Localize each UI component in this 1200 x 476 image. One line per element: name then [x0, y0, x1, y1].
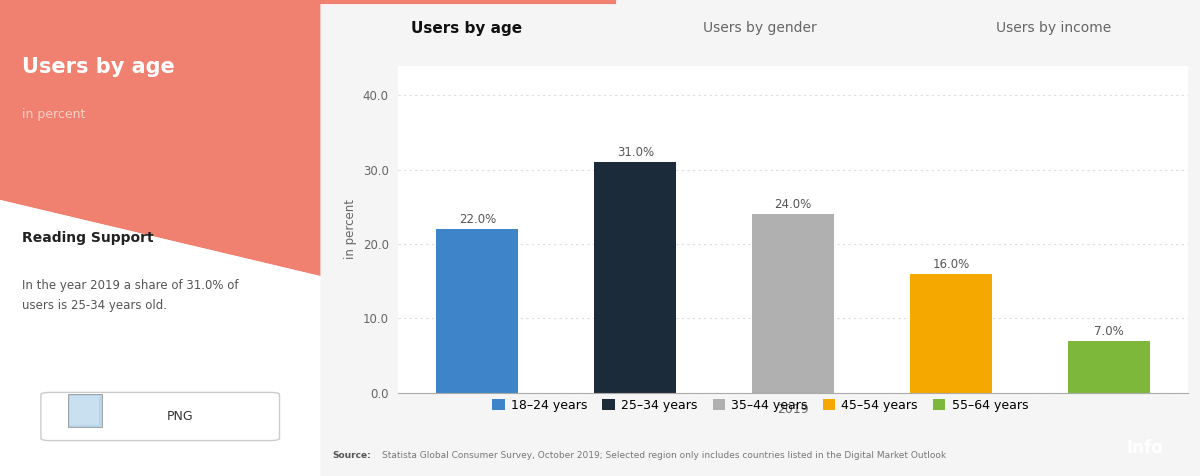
Y-axis label: in percent: in percent — [344, 199, 358, 259]
Bar — [594, 162, 677, 393]
Bar — [71, 397, 100, 425]
Text: 24.0%: 24.0% — [774, 198, 812, 211]
Text: Statista Global Consumer Survey, October 2019; Selected region only includes cou: Statista Global Consumer Survey, October… — [382, 451, 946, 460]
Text: Users by income: Users by income — [996, 21, 1111, 35]
Text: in percent: in percent — [23, 108, 86, 121]
Polygon shape — [0, 200, 320, 476]
FancyBboxPatch shape — [41, 392, 280, 441]
Text: Info: Info — [1127, 439, 1163, 457]
Text: PNG: PNG — [167, 410, 193, 423]
Text: Reading Support: Reading Support — [23, 231, 154, 245]
Bar — [752, 214, 834, 393]
Text: 7.0%: 7.0% — [1094, 325, 1124, 337]
Text: 31.0%: 31.0% — [617, 146, 654, 159]
Bar — [910, 274, 992, 393]
Text: 16.0%: 16.0% — [932, 258, 970, 271]
Text: Users by age: Users by age — [23, 57, 175, 77]
Legend: 18–24 years, 25–34 years, 35–44 years, 45–54 years, 55–64 years: 18–24 years, 25–34 years, 35–44 years, 4… — [492, 399, 1028, 412]
Text: Users by gender: Users by gender — [703, 21, 817, 35]
Bar — [1068, 341, 1150, 393]
Bar — [68, 394, 102, 426]
Text: In the year 2019 a share of 31.0% of
users is 25-34 years old.: In the year 2019 a share of 31.0% of use… — [23, 278, 239, 312]
Bar — [437, 229, 518, 393]
Text: 22.0%: 22.0% — [458, 213, 496, 226]
Text: Source:: Source: — [332, 451, 371, 460]
Polygon shape — [0, 0, 320, 276]
Text: Users by age: Users by age — [412, 20, 522, 36]
